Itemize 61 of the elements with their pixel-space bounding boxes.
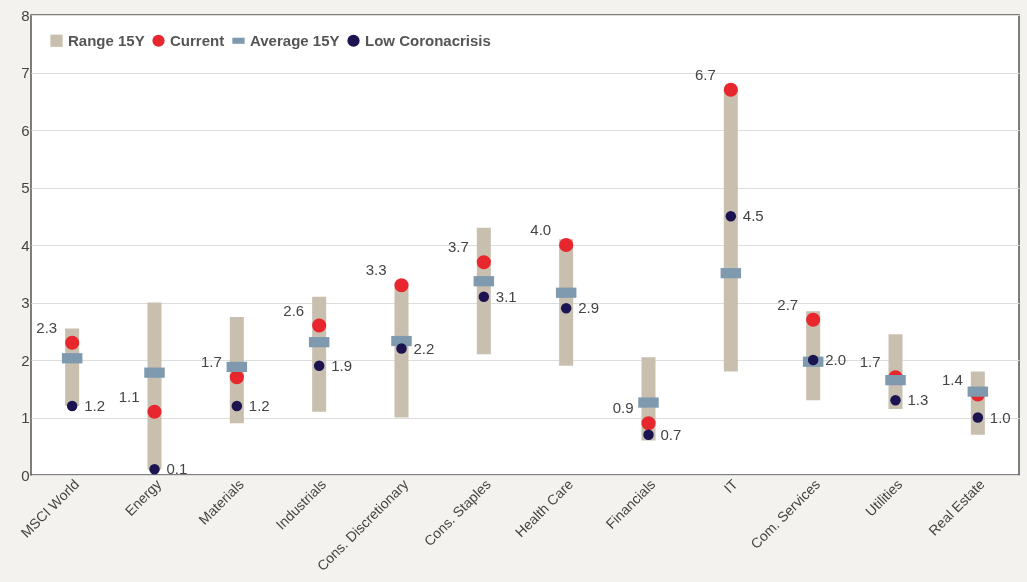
data-label: 3.3	[365, 261, 387, 279]
y-tick-label: 4	[21, 236, 30, 254]
data-label: 2.7	[777, 295, 799, 313]
point	[560, 303, 572, 314]
data-label: 3.7	[447, 238, 469, 256]
point	[313, 360, 325, 371]
point	[641, 416, 656, 431]
y-tick-label: 1	[21, 409, 30, 426]
data-label: 2.6	[283, 301, 305, 319]
point	[725, 211, 737, 222]
data-label: 0.7	[660, 425, 682, 443]
data-label: 1.2	[84, 397, 106, 414]
point	[807, 354, 819, 366]
legend-label: Low Coronacrisis	[365, 31, 491, 49]
point	[890, 395, 901, 406]
data-label: 1.4	[941, 370, 963, 388]
data-label: 2.3	[36, 318, 58, 336]
data-label: 2.0	[825, 351, 847, 368]
point	[231, 400, 243, 412]
bar	[723, 89, 738, 372]
data-label: 4.0	[530, 221, 552, 238]
point	[147, 404, 162, 419]
y-tick-label: 6	[21, 121, 30, 139]
y-tick-label: 3	[21, 294, 30, 311]
y-tick-label: 2	[21, 351, 30, 369]
point	[806, 312, 821, 327]
data-label: 0.1	[166, 460, 188, 478]
data-label: 3.1	[495, 287, 517, 305]
data-label: 2.2	[413, 339, 435, 357]
data-label: 1.1	[118, 387, 140, 405]
legend-label: Average 15Y	[250, 31, 340, 49]
data-label: 0.9	[612, 399, 634, 417]
point	[643, 429, 654, 440]
data-label: 1.7	[859, 353, 881, 371]
point	[559, 237, 574, 253]
point	[476, 255, 491, 270]
y-tick-label: 8	[21, 6, 30, 24]
point	[66, 400, 78, 412]
legend-label: Range 15Y	[68, 31, 145, 49]
data-label: 4.5	[742, 207, 764, 225]
data-label: 1.2	[248, 397, 270, 414]
data-label: 1.9	[331, 356, 353, 374]
data-label: 1.7	[200, 353, 222, 371]
point	[394, 278, 409, 293]
data-label: 6.7	[694, 65, 716, 83]
point	[312, 318, 327, 333]
data-label: 1.3	[907, 391, 929, 409]
point	[478, 291, 490, 302]
point	[149, 464, 160, 475]
y-tick-label: 7	[21, 64, 30, 81]
legend-label: Current	[170, 31, 225, 49]
data-label: 1.0	[989, 408, 1011, 426]
point	[229, 370, 244, 385]
point	[723, 82, 738, 97]
point	[65, 335, 80, 350]
y-tick-label: 0	[21, 466, 30, 484]
x-tick-label: IT	[720, 475, 742, 497]
point	[396, 343, 407, 354]
y-tick-label: 5	[21, 179, 30, 196]
data-label: 2.9	[578, 299, 600, 317]
point	[972, 412, 984, 423]
